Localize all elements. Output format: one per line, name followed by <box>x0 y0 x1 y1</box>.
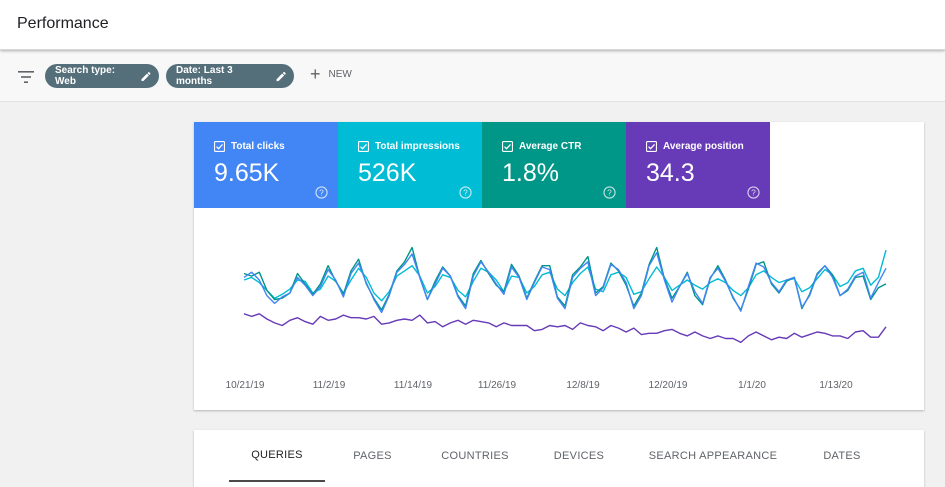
app-header: Performance <box>0 0 945 50</box>
x-tick-label: 10/21/19 <box>226 380 265 391</box>
report-tabs: QUERIES PAGES COUNTRIES DEVICES SEARCH A… <box>194 430 924 487</box>
metric-total-impressions[interactable]: Total impressions 526K ? <box>338 122 482 208</box>
metric-average-ctr[interactable]: Average CTR 1.8% ? <box>482 122 626 208</box>
checkbox-checked-icon[interactable] <box>502 141 513 152</box>
x-tick-label: 1/13/20 <box>819 380 853 391</box>
search-type-chip[interactable]: Search type: Web <box>45 64 159 88</box>
help-icon[interactable]: ? <box>315 186 328 199</box>
new-filter-label: NEW <box>328 68 352 80</box>
chip-label: Date: Last 3 months <box>176 65 233 87</box>
tab-devices[interactable]: DEVICES <box>553 450 605 462</box>
x-tick-label: 11/26/19 <box>478 380 517 391</box>
metric-average-position[interactable]: Average position 34.3 ? <box>626 122 770 208</box>
tab-pages[interactable]: PAGES <box>353 450 392 462</box>
filter-bar: Search type: Web Date: Last 3 months <box>0 51 945 102</box>
metric-value: 9.65K <box>214 159 280 187</box>
edit-icon[interactable] <box>140 70 152 83</box>
performance-line-chart[interactable]: 10/21/19 11/2/19 11/14/19 11/26/19 12/8/19 12… <box>194 208 924 410</box>
x-tick-label: 12/8/19 <box>566 380 600 391</box>
tab-search-appearance[interactable]: SEARCH APPEARANCE <box>648 450 778 462</box>
svg-text:?: ? <box>463 187 468 197</box>
filter-icon[interactable] <box>18 71 34 83</box>
metric-label: Total clicks <box>231 141 285 152</box>
tab-queries[interactable]: QUERIES <box>229 430 325 482</box>
metric-label: Average position <box>663 141 744 152</box>
tab-dates[interactable]: DATES <box>823 450 861 462</box>
checkbox-checked-icon[interactable] <box>646 141 657 152</box>
metric-label: Average CTR <box>519 141 582 152</box>
checkbox-checked-icon[interactable] <box>214 141 225 152</box>
svg-text:?: ? <box>319 187 324 197</box>
checkbox-checked-icon[interactable] <box>358 141 369 152</box>
new-filter-button[interactable]: + NEW <box>310 62 352 86</box>
series-line-total-impressions[interactable] <box>243 249 887 302</box>
x-tick-label: 12/20/19 <box>649 380 688 391</box>
plus-icon: + <box>310 64 321 84</box>
metric-value: 34.3 <box>646 159 695 187</box>
series-line-total-clicks[interactable] <box>243 252 887 314</box>
x-tick-label: 11/14/19 <box>394 380 433 391</box>
chip-label: Search type: Web <box>55 65 116 87</box>
help-icon[interactable]: ? <box>459 186 472 199</box>
metric-value: 526K <box>358 159 417 187</box>
x-tick-label: 1/1/20 <box>738 380 766 391</box>
performance-chart-card: Total clicks 9.65K ? Total impressions 5… <box>194 122 924 410</box>
help-icon[interactable]: ? <box>747 186 760 199</box>
date-range-chip[interactable]: Date: Last 3 months <box>166 64 294 88</box>
x-tick-label: 11/2/19 <box>313 380 346 391</box>
metric-value: 1.8% <box>502 159 559 187</box>
edit-icon[interactable] <box>275 70 287 83</box>
metric-total-clicks[interactable]: Total clicks 9.65K ? <box>194 122 338 208</box>
svg-text:?: ? <box>751 187 756 197</box>
help-icon[interactable]: ? <box>603 186 616 199</box>
page-title: Performance <box>17 15 109 32</box>
svg-text:?: ? <box>607 187 612 197</box>
metric-label: Total impressions <box>375 141 460 152</box>
tab-countries[interactable]: COUNTRIES <box>441 450 509 462</box>
series-line-average-position[interactable] <box>243 313 887 344</box>
